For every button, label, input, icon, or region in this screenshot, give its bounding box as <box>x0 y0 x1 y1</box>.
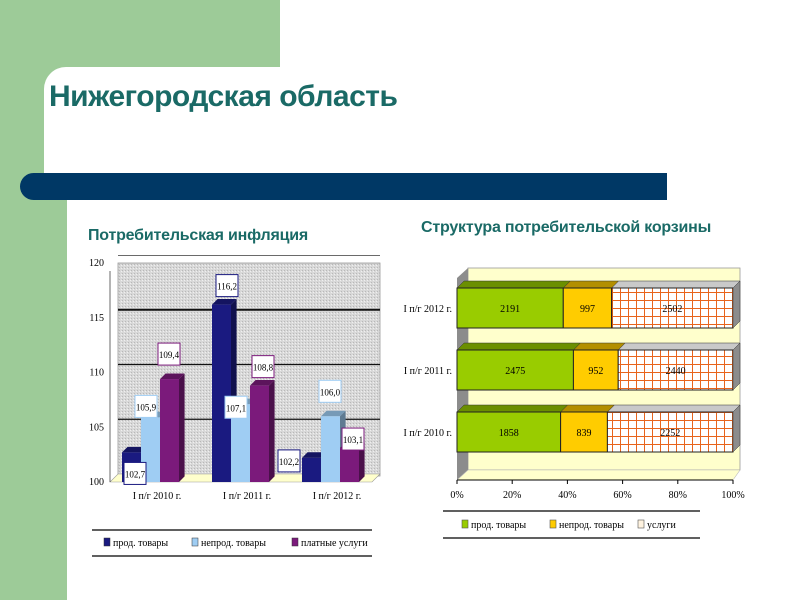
legend-swatch <box>291 537 299 547</box>
legend-label: услуги <box>647 520 677 531</box>
y-category-label: I п/г 2010 г. <box>403 428 452 439</box>
y-category-label: I п/г 2012 г. <box>403 304 452 315</box>
segment-value: 839 <box>577 428 592 439</box>
svg-text:116,2: 116,2 <box>217 282 237 292</box>
slide-title: Нижегородская область <box>49 80 398 113</box>
segment-value: 2475 <box>505 366 525 377</box>
y-tick-label: 105 <box>89 422 104 433</box>
y-tick-label: 100 <box>89 477 104 488</box>
bar-row: 2191 997 2502 <box>456 280 741 329</box>
y-tick-label: 115 <box>89 313 104 324</box>
segment-value: 2440 <box>666 366 686 377</box>
legend-swatch <box>103 537 111 547</box>
svg-text:107,1: 107,1 <box>226 403 246 413</box>
bar-segment <box>456 411 562 453</box>
bar-segment <box>617 349 734 391</box>
data-label: 102,7 <box>123 461 147 485</box>
x-tick-label: 40% <box>558 490 576 501</box>
legend-label: непрод. товары <box>201 538 266 549</box>
x-tick-label: 80% <box>669 490 687 501</box>
decor-title-card <box>44 67 344 187</box>
inflation-bar-chart: 100 105 110 115 120 I п/г 2010 г. I п/г 2011 г… <box>80 254 390 565</box>
x-category-label: I п/г 2012 г. <box>313 491 362 502</box>
data-label: 106,0 <box>318 379 342 403</box>
svg-text:105,9: 105,9 <box>136 402 157 412</box>
legend-swatch <box>461 519 469 529</box>
x-category-label: I п/г 2011 г. <box>223 491 271 502</box>
data-label: 102,2 <box>277 449 301 473</box>
legend-label: прод. товары <box>471 520 526 531</box>
data-label: 116,2 <box>215 274 239 298</box>
svg-text:102,7: 102,7 <box>125 469 146 479</box>
segment-value: 1858 <box>499 428 519 439</box>
legend-swatch <box>549 519 557 529</box>
inflation-chart-svg: 100 105 110 115 120 I п/г 2010 г. I п/г 2011 г… <box>89 254 381 557</box>
legend-label: платные услуги <box>301 538 368 549</box>
x-category-label: I п/г 2010 г. <box>133 491 182 502</box>
bar-segment <box>606 411 734 453</box>
bar-segment <box>560 411 608 453</box>
bar-segment <box>456 349 574 391</box>
basket-structure-chart: 0% 20% 40% 60% 80% 100% 2191 997 2502 I п/г 2012 … <box>380 260 760 550</box>
y-tick-label: 120 <box>89 258 104 269</box>
legend-label: непрод. товары <box>559 520 624 531</box>
segment-value: 997 <box>580 304 595 315</box>
basket-chart-svg: 0% 20% 40% 60% 80% 100% 2191 997 2502 I п/г 2012 … <box>403 267 745 539</box>
svg-text:102,2: 102,2 <box>279 457 299 467</box>
bar <box>250 380 275 482</box>
segment-value: 952 <box>588 366 603 377</box>
segment-value: 2252 <box>660 428 680 439</box>
bar-segment <box>456 287 564 329</box>
legend: прод. товары непрод. товары услуги <box>443 510 700 539</box>
legend: прод. товары непрод. товары платные услуги <box>92 529 372 557</box>
legend-swatch <box>637 519 645 529</box>
title-underline-bar <box>20 173 667 200</box>
bar <box>160 373 185 482</box>
svg-text:108,8: 108,8 <box>253 363 274 373</box>
segment-value: 2502 <box>662 304 682 315</box>
data-label: 103,1 <box>341 427 365 451</box>
data-label: 107,1 <box>224 395 248 419</box>
right-chart-heading: Структура потребительской корзины <box>421 219 712 236</box>
segment-value: 2191 <box>500 304 520 315</box>
bar-segment <box>572 349 619 391</box>
x-tick-label: 20% <box>503 490 521 501</box>
y-tick-label: 110 <box>89 368 104 379</box>
legend-swatch <box>191 537 199 547</box>
left-chart-heading: Потребительская инфляция <box>88 227 309 244</box>
svg-text:109,4: 109,4 <box>159 350 180 360</box>
bar-segment <box>562 287 613 329</box>
legend-label: прод. товары <box>113 538 168 549</box>
y-category-label: I п/г 2011 г. <box>404 366 452 377</box>
data-label: 108,8 <box>251 355 275 379</box>
bar-row: 2475 952 2440 <box>456 342 741 391</box>
data-label: 105,9 <box>134 394 158 418</box>
x-tick-label: 100% <box>721 490 744 501</box>
svg-text:106,0: 106,0 <box>320 387 341 397</box>
x-tick-label: 0% <box>450 490 463 501</box>
data-label: 109,4 <box>157 342 181 366</box>
svg-text:103,1: 103,1 <box>343 435 363 445</box>
bar-row: 1858 839 2252 <box>456 404 741 453</box>
x-tick-label: 60% <box>613 490 631 501</box>
